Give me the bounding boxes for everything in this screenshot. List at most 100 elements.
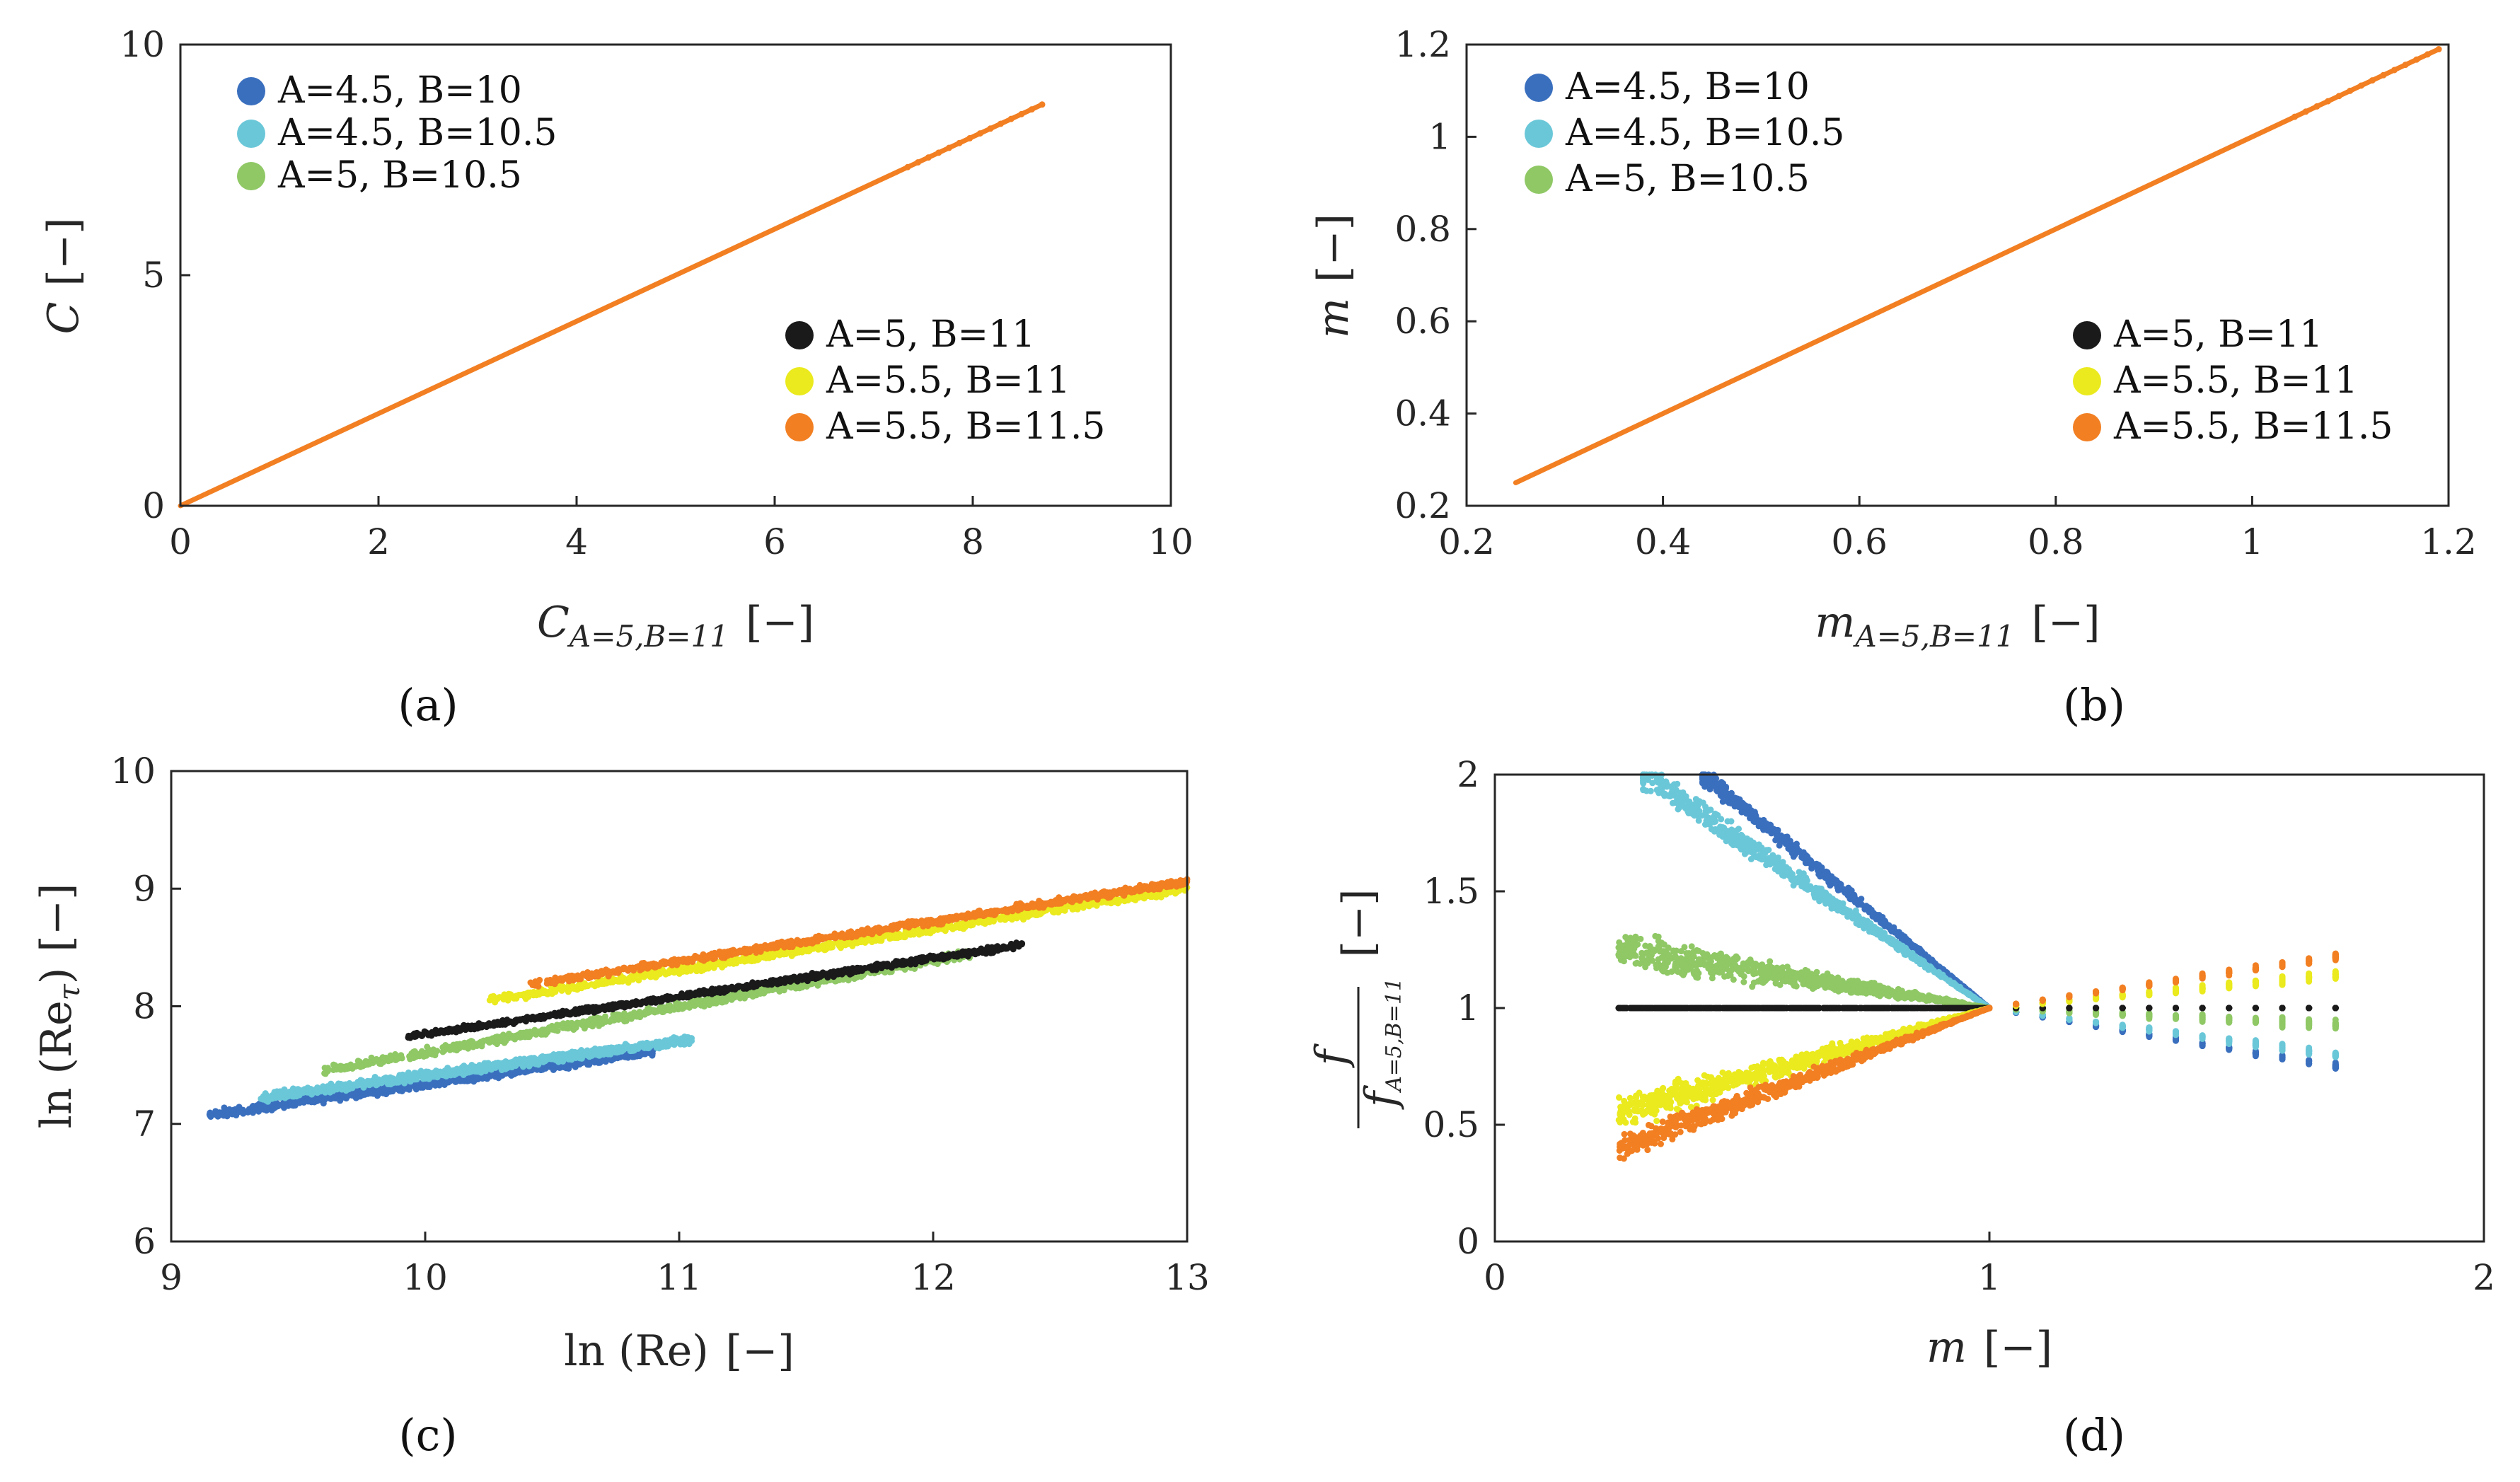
scatter-point: [959, 948, 966, 955]
scatter-point: [422, 1049, 429, 1056]
scatter-point: [1023, 910, 1030, 917]
scatter-point: [666, 995, 674, 1002]
scatter-point: [375, 1088, 382, 1095]
scatter-point: [521, 1058, 528, 1065]
legend-marker: [1525, 74, 1553, 102]
scatter-point: [945, 144, 952, 151]
legend-entry-label: A=5, B=11: [826, 313, 1035, 356]
scatter-point: [575, 1054, 582, 1061]
scatter-point: [2391, 66, 2398, 74]
scatter-point: [486, 1037, 493, 1044]
series-a5p5-b11p5: [178, 101, 1046, 509]
scatter-point: [492, 1071, 499, 1078]
panel-b-x-axis-label: mA=5,B=11 [−]: [1815, 598, 2100, 654]
series-a4p5-b10p5: [258, 1034, 695, 1105]
scatter-point: [463, 1041, 470, 1048]
scatter-point: [236, 1104, 243, 1111]
scatter-point: [752, 982, 759, 989]
scatter-point: [2358, 82, 2365, 89]
scatter-point: [922, 956, 929, 963]
scatter-point: [314, 1097, 321, 1104]
legend-marker: [1525, 166, 1553, 194]
scatter-point: [508, 1064, 515, 1071]
scatter-point: [2424, 51, 2431, 58]
scatter-point: [532, 1029, 539, 1036]
scatter-point: [956, 139, 963, 146]
scatter-point: [224, 1113, 231, 1120]
scatter-point: [337, 1063, 344, 1070]
legend-entry-label: A=5.5, B=11: [2113, 359, 2358, 402]
scatter-point: [432, 1082, 439, 1089]
legend-marker: [237, 120, 265, 148]
scatter-point: [810, 945, 817, 952]
scatter-point: [836, 970, 843, 977]
panel-b-y-tick-label: 0.2: [1394, 485, 1451, 526]
scatter-point: [1152, 893, 1159, 901]
scatter-point: [665, 1002, 672, 1009]
legend-entry-label: A=5.5, B=11.5: [2113, 405, 2393, 448]
scatter-point: [615, 1012, 623, 1019]
scatter-point: [584, 1019, 591, 1026]
scatter-point: [1060, 906, 1067, 913]
scatter-point: [697, 964, 704, 971]
scatter-point: [771, 950, 778, 957]
scatter-point: [915, 158, 922, 166]
scatter-point: [1018, 110, 1025, 117]
scatter-point: [1028, 106, 1035, 113]
scatter-point: [580, 1008, 587, 1015]
scatter-point: [886, 932, 894, 939]
identity-line: [178, 102, 1045, 509]
scatter-point: [577, 984, 584, 991]
scatter-point: [478, 1024, 485, 1031]
scatter-point: [470, 1024, 478, 1031]
scatter-point: [687, 967, 694, 974]
scatter-point: [547, 1061, 554, 1068]
scatter-point: [502, 1020, 509, 1027]
panel-a-x-tick-label: 0: [169, 521, 192, 562]
scatter-point: [349, 1065, 356, 1072]
scatter-point: [456, 1041, 463, 1048]
panel-b-y-tick-label: 0.4: [1394, 393, 1451, 434]
scatter-point: [762, 978, 769, 985]
scatter-point: [904, 163, 911, 170]
scatter-point: [787, 978, 794, 985]
scatter-point: [524, 1068, 531, 1075]
panel-b-plot-frame: [1465, 43, 2450, 507]
panel-b-x-tick-label: 1.2: [2420, 521, 2477, 562]
scatter-point: [330, 1066, 337, 1073]
panel-b-x-tick-label: 0.2: [1438, 521, 1495, 562]
scatter-point: [2325, 98, 2332, 105]
scatter-point: [441, 1047, 448, 1054]
scatter-point: [1039, 101, 1046, 108]
scatter-point: [325, 1094, 332, 1101]
scatter-point: [824, 971, 831, 978]
scatter-point: [586, 1053, 593, 1060]
scatter-point: [207, 1112, 214, 1119]
scatter-point: [654, 1040, 661, 1047]
scatter-point: [574, 1008, 581, 1015]
scatter-point: [2291, 113, 2299, 120]
panel-b-x-tick-label: 1: [2241, 521, 2263, 562]
scatter-point: [975, 947, 982, 954]
series-a5p5-b11p5: [1513, 46, 2442, 485]
scatter-point: [910, 931, 917, 938]
scatter-point: [576, 1019, 583, 1026]
scatter-point: [308, 1098, 316, 1105]
legend-marker: [237, 77, 265, 105]
scatter-point: [806, 973, 813, 980]
scatter-point: [1068, 904, 1075, 911]
panel-b-marks: [1513, 46, 2442, 485]
scatter-point: [353, 1082, 360, 1089]
scatter-point: [584, 983, 591, 990]
scatter-point: [533, 992, 540, 999]
scatter-point: [301, 1095, 308, 1102]
scatter-point: [570, 1026, 577, 1033]
scatter-point: [606, 1004, 613, 1011]
scatter-point: [372, 1078, 379, 1085]
scatter-point: [732, 986, 739, 993]
panel-b-y-tick-label: 1.2: [1394, 24, 1451, 65]
scatter-point: [565, 1025, 572, 1032]
panel-b-xlabel-main: m: [1815, 598, 1855, 647]
